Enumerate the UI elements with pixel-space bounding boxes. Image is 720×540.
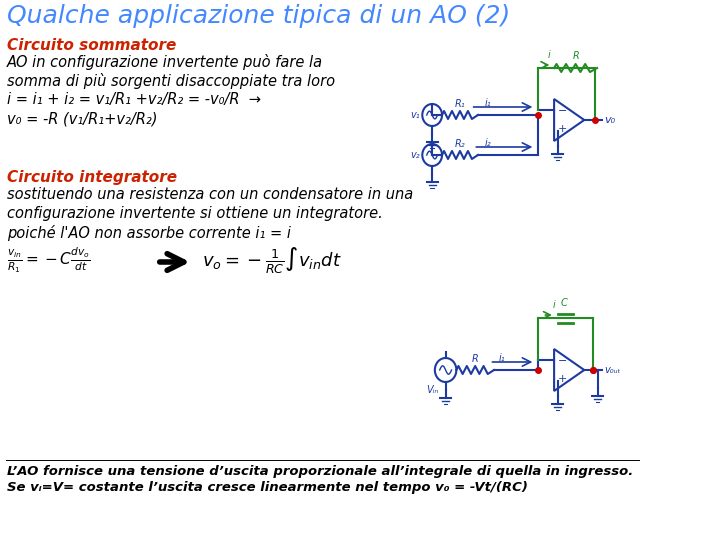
Text: sostituendo una resistenza con un condensatore in una: sostituendo una resistenza con un conden… xyxy=(7,187,413,202)
Text: Circuito integratore: Circuito integratore xyxy=(7,170,177,185)
Text: i₁: i₁ xyxy=(485,98,492,108)
Text: R: R xyxy=(572,51,579,61)
Text: v₁: v₁ xyxy=(410,110,420,120)
Text: $\frac{v_{in}}{R_1} = -C\frac{dv_o}{dt}$: $\frac{v_{in}}{R_1} = -C\frac{dv_o}{dt}$ xyxy=(7,246,91,275)
Text: v₀ = -R (v₁/R₁+v₂/R₂): v₀ = -R (v₁/R₁+v₂/R₂) xyxy=(7,111,158,126)
Text: Circuito sommatore: Circuito sommatore xyxy=(7,38,176,53)
Text: +: + xyxy=(558,124,567,134)
Text: somma di più sorgenti disaccoppiate tra loro: somma di più sorgenti disaccoppiate tra … xyxy=(7,73,336,89)
Text: $v_o = -\frac{1}{RC}\int v_{in} dt$: $v_o = -\frac{1}{RC}\int v_{in} dt$ xyxy=(202,246,341,276)
Text: i: i xyxy=(547,50,550,60)
Text: L’AO fornisce una tensione d’uscita proporzionale all’integrale di quella in ing: L’AO fornisce una tensione d’uscita prop… xyxy=(7,465,634,478)
Text: R: R xyxy=(472,354,479,364)
Text: −: − xyxy=(558,355,567,366)
Text: +: + xyxy=(558,374,567,384)
Text: i₂: i₂ xyxy=(485,138,492,148)
Text: AO in configurazione invertente può fare la: AO in configurazione invertente può fare… xyxy=(7,54,323,70)
Text: i₁: i₁ xyxy=(498,353,505,363)
Text: R₁: R₁ xyxy=(454,99,465,109)
Text: v₀: v₀ xyxy=(604,115,615,125)
Text: v₂: v₂ xyxy=(410,150,420,160)
Text: i: i xyxy=(553,300,555,310)
Text: Se vᵢ=V= costante l’uscita cresce linearmente nel tempo v₀ = -Vt/(RC): Se vᵢ=V= costante l’uscita cresce linear… xyxy=(7,481,528,494)
Text: i = i₁ + i₂ = v₁/R₁ +v₂/R₂ = -v₀/R  →: i = i₁ + i₂ = v₁/R₁ +v₂/R₂ = -v₀/R → xyxy=(7,92,261,107)
Text: R₂: R₂ xyxy=(454,139,465,149)
Text: v₀ᵤₜ: v₀ᵤₜ xyxy=(604,365,621,375)
Text: C: C xyxy=(560,298,567,308)
Text: Qualche applicazione tipica di un AO (2): Qualche applicazione tipica di un AO (2) xyxy=(7,4,510,28)
Text: Vᵢₙ: Vᵢₙ xyxy=(426,385,438,395)
Text: configurazione invertente si ottiene un integratore.: configurazione invertente si ottiene un … xyxy=(7,206,383,221)
Text: poiché l'AO non assorbe corrente i₁ = i: poiché l'AO non assorbe corrente i₁ = i xyxy=(7,225,291,241)
Text: −: − xyxy=(558,105,567,116)
